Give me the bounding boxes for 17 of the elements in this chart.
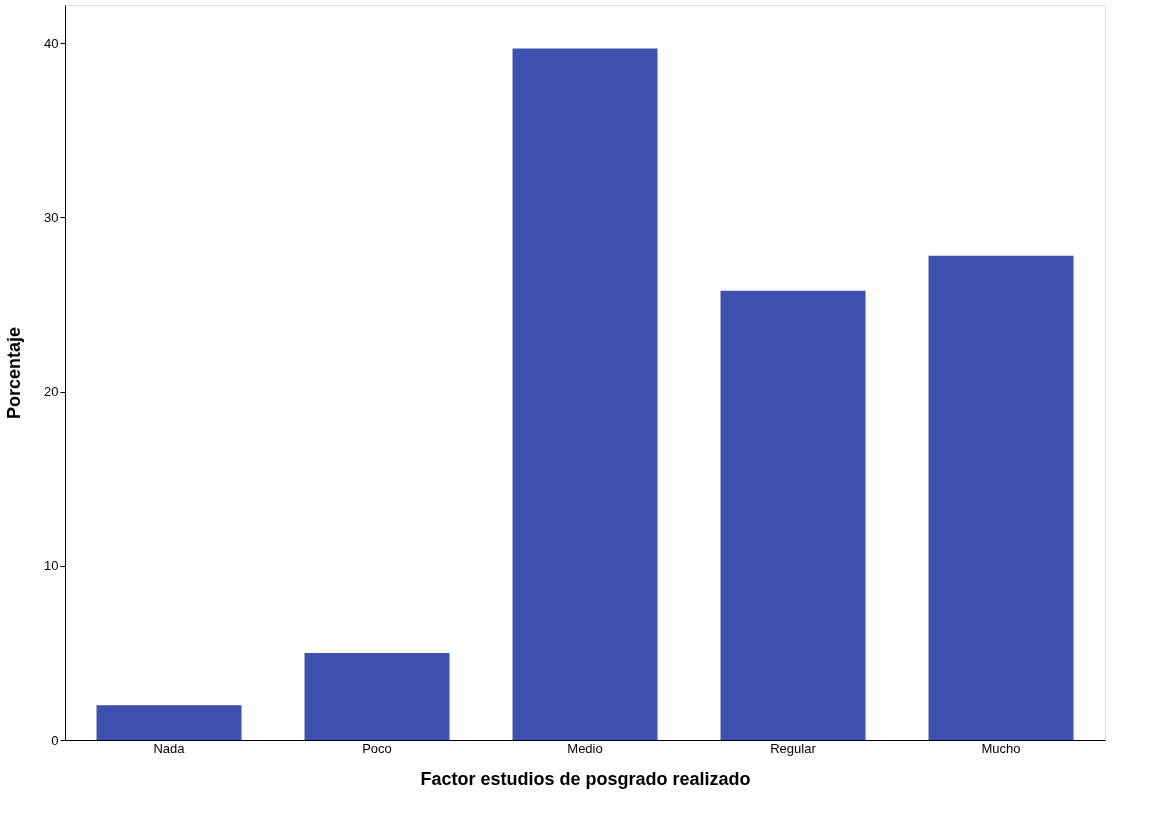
x-tick-label: Poco xyxy=(362,740,392,756)
bar xyxy=(96,705,242,740)
y-tick-label: 30 xyxy=(44,209,59,225)
y-tick-label: 0 xyxy=(51,732,59,748)
x-tick-label: Medio xyxy=(567,740,603,756)
bar xyxy=(512,48,658,740)
bar xyxy=(304,652,450,740)
x-tick-label: Mucho xyxy=(981,740,1021,756)
x-axis-title: Factor estudios de posgrado realizado xyxy=(420,768,751,789)
y-axis-title: Porcentaje xyxy=(4,326,25,420)
bar xyxy=(928,255,1074,740)
y-tick-label: 40 xyxy=(44,35,59,51)
bar xyxy=(720,290,866,740)
x-tick-label: Regular xyxy=(770,740,817,756)
y-tick-label: 10 xyxy=(44,558,59,574)
x-tick-label: Nada xyxy=(153,740,186,756)
y-tick-label: 20 xyxy=(44,384,59,400)
